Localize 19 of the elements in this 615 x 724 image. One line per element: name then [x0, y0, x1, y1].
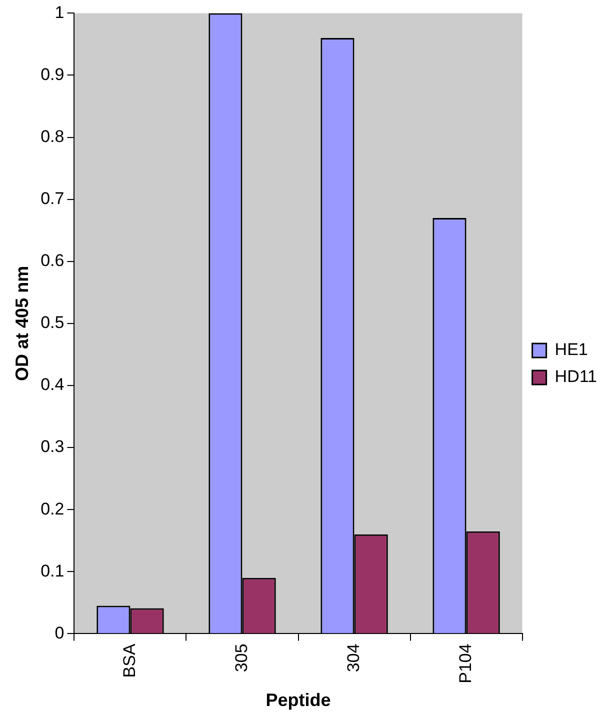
- x-tick-label: BSA: [120, 643, 139, 678]
- x-tick-label: 305: [232, 644, 251, 672]
- y-tick-label: 1: [54, 2, 64, 22]
- x-tick-label: P104: [456, 644, 475, 684]
- y-tick-label: 0.7: [40, 189, 64, 208]
- y-tick-label: 0.1: [40, 561, 64, 580]
- legend-label: HD11: [554, 367, 597, 386]
- legend-label: HE1: [554, 340, 588, 360]
- x-axis-title: Peptide: [266, 690, 331, 710]
- y-tick-label: 0: [54, 623, 64, 642]
- y-tick-label: 0.4: [40, 375, 64, 394]
- y-tick-label: 0.2: [40, 499, 64, 518]
- y-tick-label: 0.9: [40, 64, 64, 84]
- y-tick-label: 0.6: [40, 251, 64, 270]
- y-axis-title: OD at 405 nm: [12, 266, 32, 381]
- x-tick-label: 304: [344, 644, 363, 672]
- y-tick-label: 0.8: [40, 126, 64, 146]
- y-tick-label: 0.3: [40, 437, 64, 456]
- y-tick-label: 0.5: [40, 313, 64, 332]
